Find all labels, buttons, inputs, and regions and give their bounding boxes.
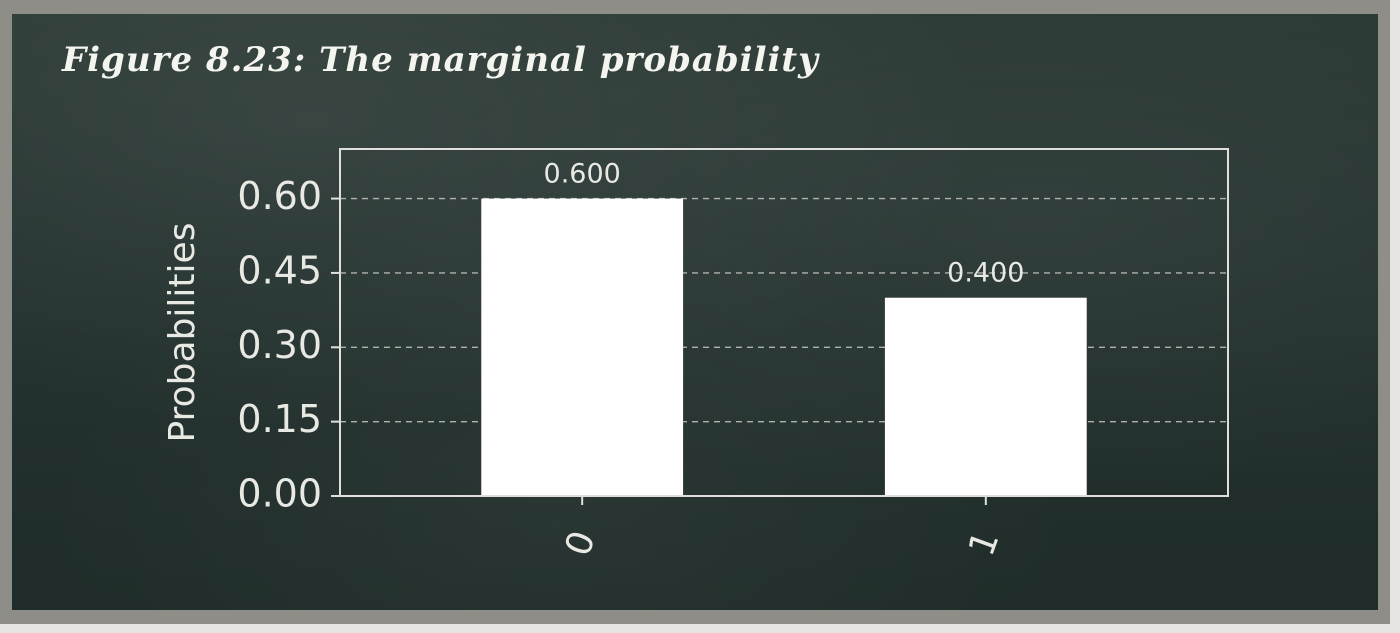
- x-tick-label: 1: [961, 526, 1007, 562]
- y-tick-label: 0.15: [237, 397, 322, 441]
- bar-1: [884, 297, 1087, 496]
- y-tick-label: 0.60: [237, 174, 322, 218]
- data-label: 0.400: [947, 258, 1024, 289]
- x-tick-label: 0: [558, 526, 604, 562]
- y-tick-label: 0.45: [237, 248, 322, 292]
- figure-caption: Figure 8.23: The marginal probability: [62, 40, 819, 80]
- y-axis-ticks: 0.00 0.15 0.30 0.45 0.60: [237, 174, 340, 516]
- y-axis-label: Probabilities: [162, 223, 203, 443]
- picture-frame: [0, 0, 1390, 624]
- y-tick-label: 0.00: [237, 472, 322, 516]
- data-label: 0.600: [544, 159, 621, 190]
- chalkboard-background: [12, 14, 1378, 610]
- bars: [481, 198, 1087, 497]
- grid-lines: [340, 197, 1228, 423]
- bar-0: [481, 198, 684, 497]
- data-labels: 0.600 0.400: [544, 159, 1025, 289]
- axes-frame: [339, 148, 1229, 497]
- y-tick-label: 0.30: [237, 323, 322, 367]
